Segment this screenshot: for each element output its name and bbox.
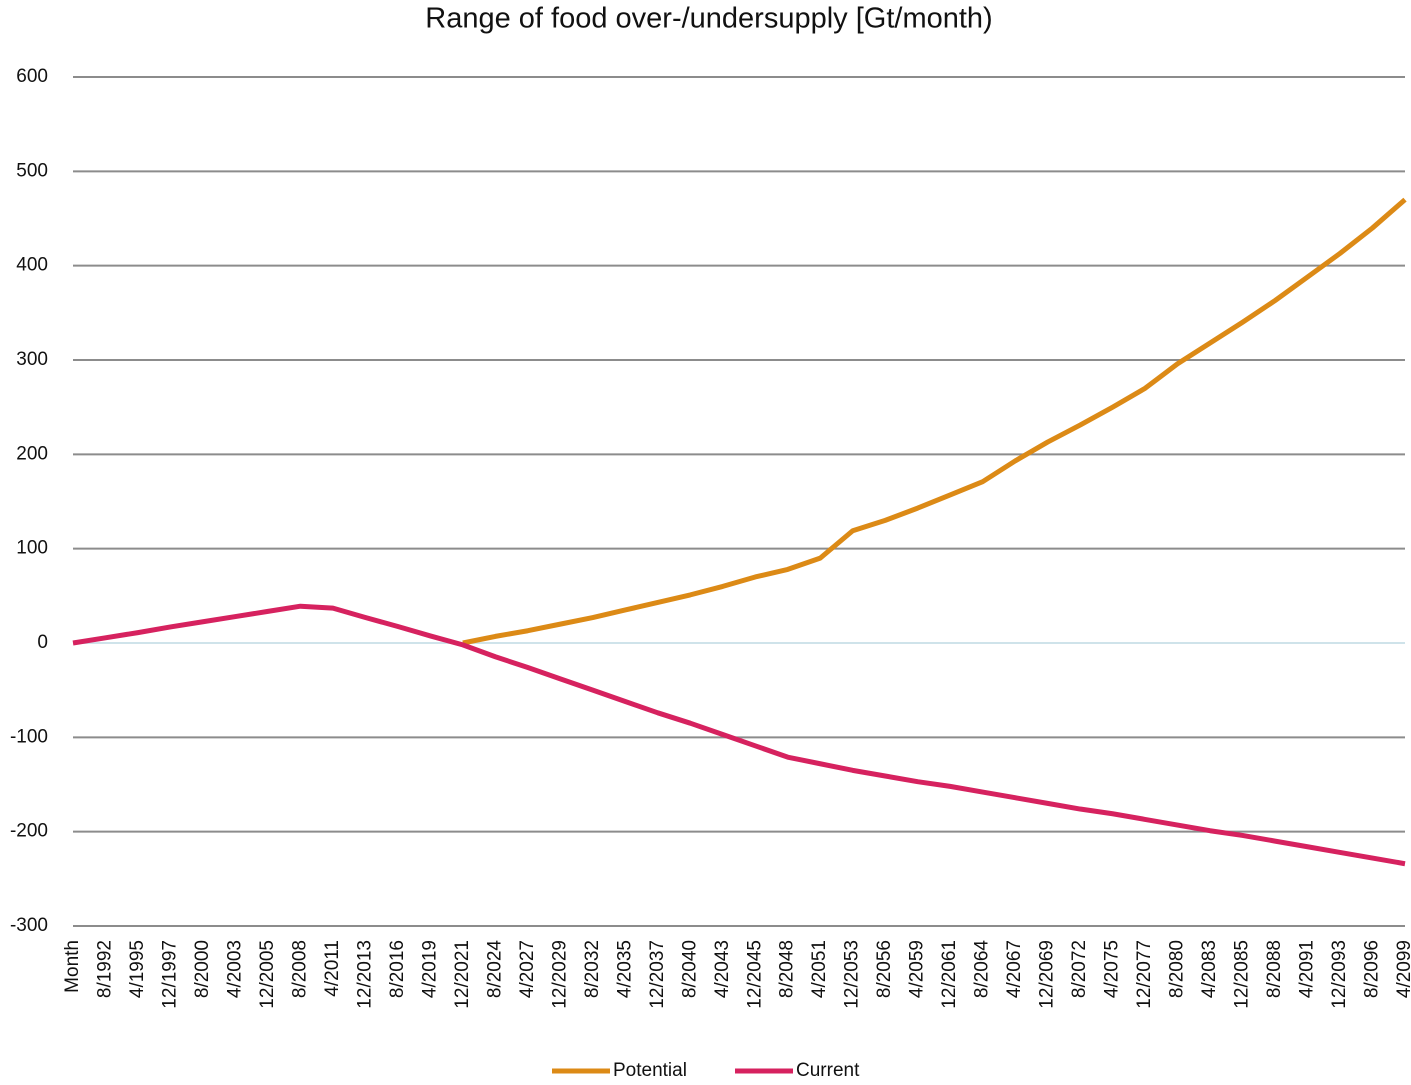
x-tick-label: 8/1992 — [95, 940, 116, 998]
x-tick-label: 8/2072 — [1069, 940, 1090, 998]
y-tick-label: -200 — [10, 821, 48, 842]
x-tick-label: 8/2064 — [972, 940, 993, 999]
x-tick-label: 8/2056 — [874, 940, 895, 998]
x-tick-label: 12/2085 — [1232, 940, 1253, 1009]
x-tick-label: 12/2021 — [452, 940, 473, 1009]
x-tick-label: 4/2059 — [907, 940, 928, 998]
y-tick-label: 200 — [16, 443, 48, 464]
x-tick-label: 4/2011 — [322, 940, 343, 997]
x-tick-label: 4/2075 — [1102, 940, 1123, 998]
x-tick-label: 8/2032 — [582, 940, 603, 998]
x-tick-label: 8/2096 — [1362, 940, 1383, 998]
x-tick-label: 12/2029 — [549, 940, 570, 1009]
x-tick-label: 8/2008 — [289, 940, 310, 998]
x-tick-label: 12/1997 — [159, 940, 180, 1009]
legend-label: Potential — [613, 1060, 687, 1081]
x-tick-label: 4/2035 — [614, 940, 635, 998]
legend-label: Current — [796, 1060, 860, 1081]
x-tick-label: 4/2067 — [1004, 940, 1025, 998]
x-tick-label: 12/2069 — [1037, 940, 1058, 1009]
x-tick-label: 12/2093 — [1329, 940, 1350, 1009]
line-series — [462, 197, 1407, 646]
x-tick-label: 8/2024 — [484, 940, 505, 999]
x-tick-label: 4/2051 — [809, 940, 830, 998]
x-tick-label: 4/2003 — [224, 940, 245, 998]
y-tick-label: 0 — [37, 632, 48, 653]
x-tick-label: 8/2040 — [679, 940, 700, 998]
x-tick-label: 4/2091 — [1297, 940, 1318, 998]
x-tick-label: 12/2013 — [354, 940, 375, 1009]
x-tick-label: 4/2043 — [712, 940, 733, 998]
y-tick-label: 300 — [16, 349, 48, 370]
y-tick-label: 100 — [16, 538, 48, 559]
x-tick-label: 4/2027 — [517, 940, 538, 998]
x-tick-label: 8/2016 — [387, 940, 408, 998]
x-tick-label: 12/2045 — [744, 940, 765, 1009]
x-tick-label: 12/2077 — [1134, 940, 1155, 1009]
y-tick-label: -100 — [10, 726, 48, 747]
y-tick-label: 600 — [16, 66, 48, 87]
x-tick-label: 8/2000 — [192, 940, 213, 998]
x-tick-label: Month — [62, 940, 83, 993]
x-tick-label: 12/2053 — [842, 940, 863, 1009]
y-tick-label: 500 — [16, 160, 48, 181]
x-tick-label: 4/1995 — [127, 940, 148, 998]
x-tick-label: 12/2005 — [257, 940, 278, 1009]
y-tick-label: -300 — [10, 915, 48, 936]
x-tick-label: 4/2083 — [1199, 940, 1220, 998]
line-series — [72, 603, 1406, 867]
x-tick-label: 4/2019 — [419, 940, 440, 998]
x-tick-label: 8/2088 — [1264, 940, 1285, 998]
x-tick-label: 12/2061 — [939, 940, 960, 1009]
y-tick-label: 400 — [16, 255, 48, 276]
x-tick-label: 4/2099 — [1394, 940, 1411, 998]
x-tick-label: 8/2080 — [1167, 940, 1188, 998]
chart-title: Range of food over-/undersupply [Gt/mont… — [425, 3, 992, 35]
x-tick-label: 12/2037 — [647, 940, 668, 1009]
x-tick-label: 8/2048 — [777, 940, 798, 998]
